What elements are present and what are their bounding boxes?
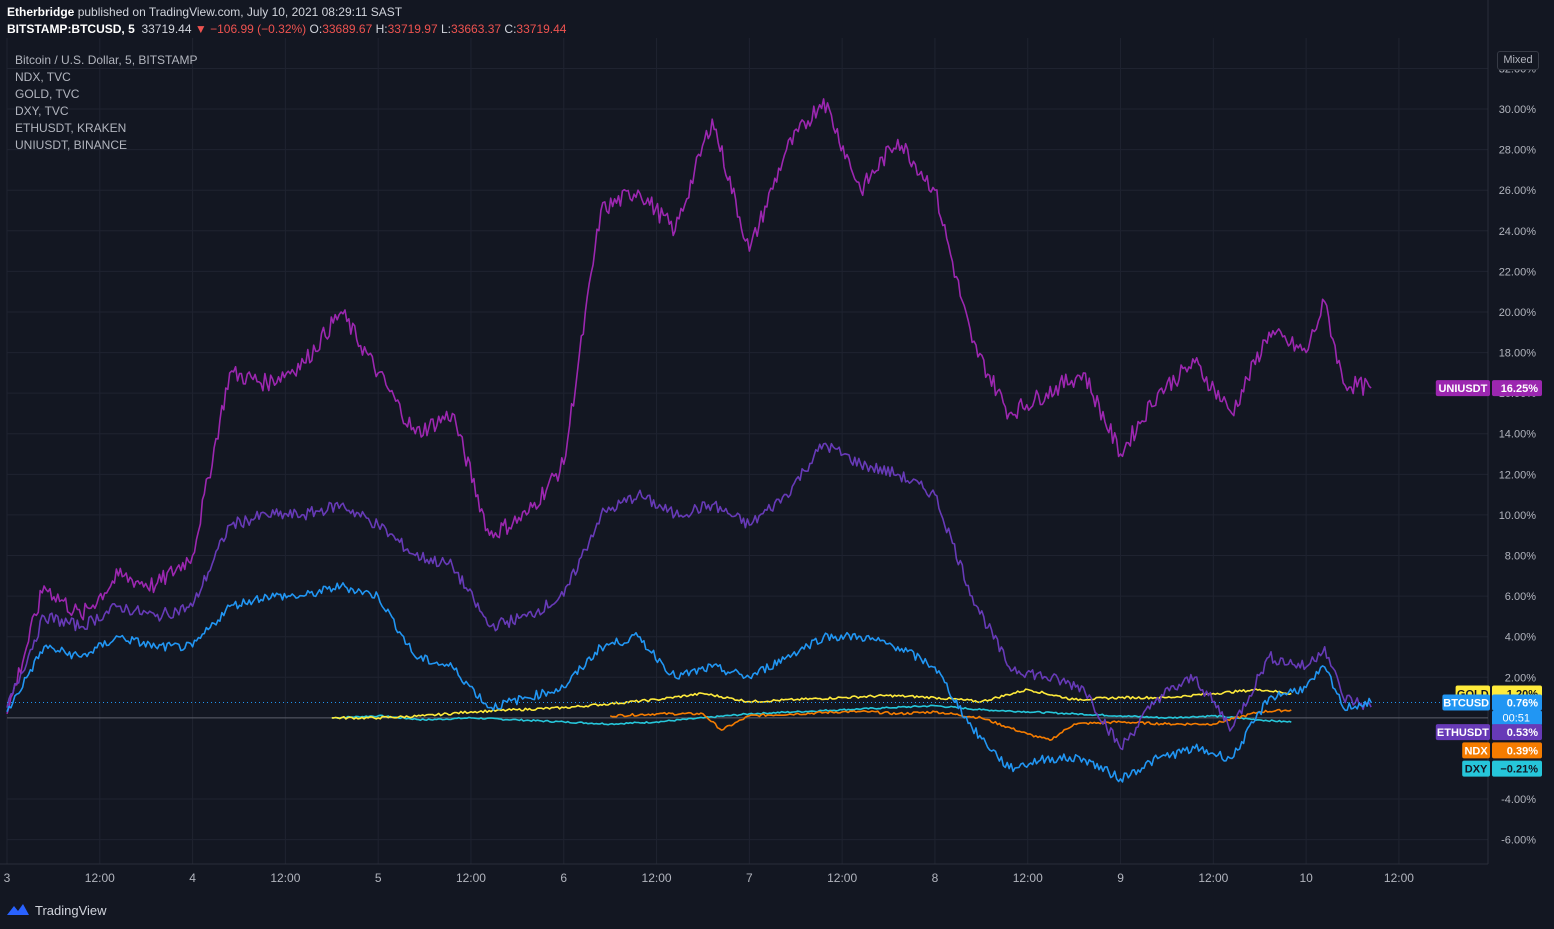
y-tick-label: 26.00% <box>1499 185 1537 197</box>
y-tick-label: 30.00% <box>1499 104 1537 116</box>
last-value-tag-ndx[interactable]: NDX 0.39% <box>1462 742 1542 759</box>
y-tick-label: 2.00% <box>1505 672 1536 684</box>
y-tick-label: 8.00% <box>1505 551 1536 563</box>
series-name-text: NDX <box>1464 745 1488 757</box>
series-name-text: ETHUSDT <box>1437 727 1489 739</box>
series-value-text: 0.39% <box>1507 745 1538 757</box>
x-tick-label: 7 <box>746 871 753 885</box>
author-name[interactable]: Etherbridge <box>7 5 75 19</box>
countdown-tag <box>1492 710 1542 726</box>
x-tick-label: 12:00 <box>270 871 300 885</box>
publish-info: Etherbridge published on TradingView.com… <box>7 5 402 19</box>
series-name-tag <box>1435 724 1490 741</box>
series-value-tag <box>1492 742 1542 759</box>
x-tick-label: 6 <box>560 871 567 885</box>
published-text: published on TradingView.com, July 10, 2… <box>77 5 403 19</box>
ohlc-bar: BITSTAMP:BTCUSD, 5 33719.44 ▼ −106.99 (−… <box>7 22 566 36</box>
series-name-tag <box>1435 380 1490 397</box>
series-name-text: UNIUSDT <box>1438 383 1487 395</box>
series-value-tag <box>1492 760 1542 777</box>
x-tick-label: 12:00 <box>85 871 115 885</box>
series-name-tag <box>1462 742 1490 759</box>
series-line-dxy[interactable] <box>331 704 1292 726</box>
series-value-text: 16.25% <box>1501 383 1539 395</box>
x-tick-label: 12:00 <box>827 871 857 885</box>
x-tick-label: 12:00 <box>1013 871 1043 885</box>
legend-ethusdt[interactable]: ETHUSDT, KRAKEN <box>15 121 127 135</box>
low-label: L: <box>441 22 452 36</box>
low-value: 33663.37 <box>451 22 502 36</box>
series-value-tag <box>1492 694 1542 711</box>
close-value: 33719.44 <box>516 22 567 36</box>
legend-ndx[interactable]: NDX, TVC <box>15 70 71 84</box>
x-tick-label: 12:00 <box>642 871 672 885</box>
series-line-uniusdt[interactable] <box>6 98 1372 715</box>
series-value-text: 0.53% <box>1507 727 1538 739</box>
tradingview-logo-icon <box>7 904 29 915</box>
x-tick-label: 9 <box>1117 871 1124 885</box>
open-label: O: <box>309 22 323 36</box>
series-value-text: 0.76% <box>1507 697 1538 709</box>
y-tick-label: 12.00% <box>1499 469 1537 481</box>
y-tick-label: 22.00% <box>1499 266 1537 278</box>
countdown-text: 00:51 <box>1502 712 1530 724</box>
last-value-tag-dxy[interactable]: DXY −0.21% <box>1462 760 1542 777</box>
y-tick-label: 18.00% <box>1499 348 1537 360</box>
down-arrow-icon: ▼ <box>194 22 207 36</box>
x-tick-label: 12:00 <box>1384 871 1414 885</box>
last-value-tag-btcusd[interactable]: BTCUSD 0.76% 00:51 <box>1442 694 1542 726</box>
last-value-tag-ethusdt[interactable]: ETHUSDT 0.53% <box>1435 724 1542 741</box>
series-name-text: BTCUSD <box>1443 697 1489 709</box>
x-tick-label: 8 <box>932 871 939 885</box>
price-change: −106.99 (−0.32%) <box>210 22 307 36</box>
y-tick-label: 20.00% <box>1499 307 1537 319</box>
high-label: H: <box>375 22 388 36</box>
y-tick-label: 10.00% <box>1499 510 1537 522</box>
series-name-tag <box>1462 760 1490 777</box>
y-tick-label: 6.00% <box>1505 591 1536 603</box>
legend-gold[interactable]: GOLD, TVC <box>15 87 80 101</box>
y-tick-label: -4.00% <box>1501 794 1536 806</box>
close-label: C: <box>504 22 517 36</box>
series-value-tag <box>1492 380 1542 397</box>
series-line-ethusdt[interactable] <box>6 442 1372 751</box>
legend-uniusdt[interactable]: UNIUSDT, BINANCE <box>15 138 128 152</box>
y-tick-label: 28.00% <box>1499 145 1537 157</box>
brand-label: TradingView <box>35 902 107 918</box>
series-name-text: DXY <box>1465 764 1488 776</box>
y-tick-label: 24.00% <box>1499 226 1537 238</box>
series-name-tag <box>1442 694 1490 711</box>
series-value-tag <box>1492 724 1542 741</box>
last-value-tag-uniusdt[interactable]: UNIUSDT 16.25% <box>1435 380 1542 397</box>
y-tick-label: 4.00% <box>1505 632 1536 644</box>
x-tick-label: 5 <box>375 871 382 885</box>
scale-mode-button[interactable]: Mixed <box>1497 51 1539 70</box>
last-price: 33719.44 <box>141 22 192 36</box>
legend-dxy[interactable]: DXY, TVC <box>15 104 69 118</box>
series-line-gold[interactable] <box>331 688 1292 720</box>
x-tick-label: 12:00 <box>456 871 486 885</box>
y-tick-label: 14.00% <box>1499 429 1537 441</box>
symbol-label: BITSTAMP:BTCUSD, 5 <box>7 22 135 36</box>
tradingview-brand[interactable]: TradingView <box>6 902 107 918</box>
high-value: 33719.97 <box>387 22 438 36</box>
y-tick-label: -6.00% <box>1501 835 1536 847</box>
series-value-text: −0.21% <box>1500 764 1538 776</box>
open-value: 33689.67 <box>322 22 373 36</box>
x-tick-label: 3 <box>4 871 11 885</box>
series-line-ndx[interactable] <box>609 708 1292 742</box>
x-tick-label: 10 <box>1299 871 1313 885</box>
x-tick-label: 4 <box>189 871 196 885</box>
legend-main-series[interactable]: Bitcoin / U.S. Dollar, 5, BITSTAMP <box>15 53 198 67</box>
series-line-btcusd[interactable] <box>6 582 1372 783</box>
x-tick-label: 12:00 <box>1198 871 1228 885</box>
